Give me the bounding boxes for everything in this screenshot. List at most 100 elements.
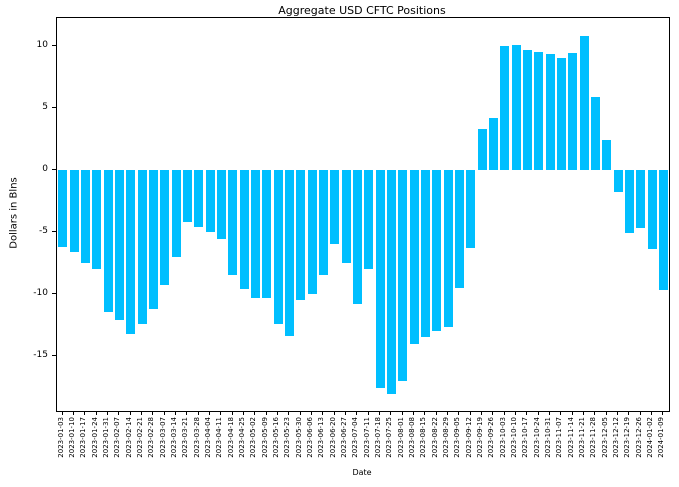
bar-2023-11-21 [579,35,589,170]
x-tick-label: 2023-01-03 [56,417,65,458]
x-tick-label: 2024-01-02 [646,417,654,458]
x-tick-label: 2023-01-17 [79,417,88,458]
x-tick-mark [662,411,664,415]
x-tick-label: 2023-05-02 [249,417,258,458]
x-tick-label: 2023-07-25 [385,417,394,458]
bar-2023-12-19 [624,169,634,234]
x-tick-label: 2023-01-24 [90,417,99,458]
bar-2023-04-11 [216,169,226,240]
x-tick-mark [311,411,312,415]
x-tick-mark [356,411,358,415]
bar-2023-08-15 [420,169,430,338]
x-tick-label: 2023-09-19 [476,417,484,458]
x-tick-label: 2023-07-18 [374,417,382,458]
x-tick-label: 2023-02-07 [113,417,122,458]
x-tick-label: 2023-07-04 [351,417,360,458]
y-tick-mark [52,168,56,170]
x-tick-label: 2023-08-15 [419,417,428,458]
bar-2023-05-30 [296,169,306,301]
x-tick-mark [186,411,188,415]
x-tick-mark [390,411,392,415]
bar-2023-11-28 [590,96,600,170]
x-tick-label: 2023-01-10 [68,417,76,458]
x-tick-mark [345,411,346,415]
x-tick-mark [401,411,403,415]
bar-2023-07-18 [375,169,385,389]
y-tick-mark [52,106,56,108]
x-tick-label: 2023-09-26 [487,417,496,458]
x-tick-label: 2023-04-04 [204,417,212,458]
bar-2023-06-27 [341,169,351,263]
x-tick-label: 2023-03-07 [158,417,167,458]
y-tick-label: 10 [36,39,48,50]
x-tick-label: 2023-04-18 [226,417,235,458]
x-tick-mark [333,411,335,415]
y-tick-label: -10 [33,287,48,298]
bar-2023-10-10 [511,44,521,170]
x-tick-mark [254,411,256,415]
y-tick-label: -15 [33,349,48,360]
x-tick-label: 2023-10-10 [510,417,518,458]
bar-2024-01-02 [647,169,657,250]
x-tick-label: 2023-08-08 [408,417,416,458]
x-tick-label: 2023-03-28 [192,417,201,458]
bar-2023-05-16 [273,169,283,324]
x-tick-mark [526,411,528,415]
plot-area [56,17,670,412]
bar-2023-11-14 [568,53,578,170]
x-tick-mark [95,411,97,415]
x-tick-mark [163,411,165,415]
x-tick-mark [277,411,278,415]
x-tick-mark [492,411,494,415]
x-tick-label: 2023-08-01 [396,417,405,458]
x-tick-label: 2023-02-28 [147,417,156,458]
bar-2023-09-05 [454,169,464,288]
x-tick-label: 2023-04-11 [215,417,224,458]
bar-2023-05-09 [262,169,272,298]
x-tick-label: 2023-02-14 [124,417,133,458]
bar-2023-02-21 [137,169,147,324]
x-tick-mark [243,411,244,415]
x-tick-mark [299,411,301,415]
y-tick-mark [52,230,56,232]
bar-2023-08-01 [398,169,408,381]
bar-2023-06-20 [330,169,340,245]
bar-2023-04-25 [239,169,249,289]
x-tick-mark [560,411,562,415]
bar-2023-03-21 [182,169,192,222]
bar-2023-07-25 [386,169,396,395]
x-tick-label: 2023-11-28 [589,417,598,458]
bar-2023-05-02 [250,169,260,298]
x-tick-label: 2023-06-27 [340,417,348,458]
x-tick-mark [435,411,437,415]
bar-2023-03-07 [160,169,170,286]
x-tick-mark [481,411,482,415]
bar-2023-08-29 [443,169,453,328]
y-tick-label: 5 [42,101,48,112]
y-tick-mark [52,292,56,294]
bar-2023-07-04 [352,169,362,304]
x-tick-label: 2023-12-19 [623,417,632,458]
x-tick-mark [594,411,596,415]
x-tick-label: 2023-10-31 [544,417,552,458]
bar-2023-06-13 [318,169,328,276]
x-tick-label: 2023-01-31 [102,417,110,458]
x-tick-label: 2023-09-12 [464,417,473,458]
x-tick-label: 2023-11-07 [555,417,564,458]
y-tick-mark [52,354,56,356]
bar-2024-01-09 [658,169,668,291]
x-tick-mark [152,411,154,415]
bar-2023-03-14 [171,169,181,257]
bar-2023-12-05 [602,140,612,170]
y-tick-label: -5 [39,225,48,236]
bar-2023-05-23 [284,169,294,337]
x-tick-label: 2024-01-09 [657,417,666,458]
bar-2023-01-24 [92,169,102,270]
x-tick-mark [469,411,471,415]
bar-2023-08-08 [409,169,419,344]
x-tick-mark [651,411,652,415]
x-tick-mark [322,411,324,415]
x-tick-mark [367,411,369,415]
x-tick-label: 2023-05-23 [283,417,292,458]
